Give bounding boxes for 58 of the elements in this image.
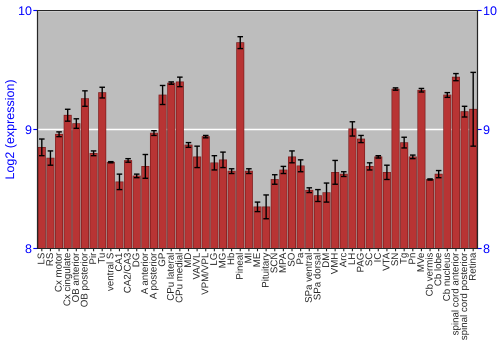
x-tick-label: PAG: [356, 253, 364, 272]
x-tick-label: SCN: [270, 253, 278, 273]
x-tick-label: SN: [391, 253, 398, 266]
x-tick-label: MVe: [417, 253, 424, 272]
x-tick-label: DG: [132, 253, 140, 266]
x-tick-label: Pineal: [236, 253, 243, 279]
x-tick-label: MG: [218, 253, 226, 268]
x-tick-label: Cb vermis: [426, 253, 433, 296]
x-tick-label: Pituitary: [262, 252, 271, 287]
x-tick-label: CA1: [115, 253, 122, 272]
y2-tick-label: 8: [484, 244, 490, 254]
x-tick-label: A anterior: [140, 252, 148, 294]
y2-tick-label: 9: [484, 125, 490, 134]
x-tick-label: IC: [374, 253, 381, 262]
x-tick-label: Pa: [296, 252, 304, 264]
x-tick-label: A posterior: [149, 252, 158, 300]
x-tick-label: OB posterior: [80, 252, 90, 307]
x-tick-label: Cx cingulate: [63, 253, 72, 306]
x-tick-label: VPM/VPL: [201, 252, 208, 295]
x-tick-label: SPa dorsal: [313, 253, 320, 300]
x-tick-label: Pn: [408, 253, 416, 264]
x-tick-label: Pir: [89, 252, 96, 264]
x-tick-label: LH: [348, 253, 355, 264]
y-tick-label: 10: [18, 6, 32, 16]
x-tick-label: ventral S: [106, 253, 114, 291]
x-tick-label: VMH: [330, 253, 338, 274]
x-tick-label: Cb lobe: [434, 253, 442, 286]
x-tick-label: SPa ventral: [304, 253, 312, 302]
x-tick-label: spinal cord anterior: [451, 252, 460, 336]
x-tick-label: VTA: [382, 252, 390, 271]
x-tick-label: CA2/CA3: [124, 253, 131, 293]
y-tick-label: 8: [26, 244, 32, 254]
x-tick-label: MPA: [279, 252, 286, 272]
x-tick-label: CPu lateral: [166, 253, 174, 300]
x-tick-label: VA/VL: [192, 252, 200, 280]
x-tick-label: Tu: [98, 253, 105, 264]
x-tick-label: ME: [253, 253, 260, 266]
y-tick-label: 9: [26, 125, 32, 134]
y-axis-title: Log2 (expression): [5, 80, 17, 178]
x-tick-label: MD: [184, 253, 191, 267]
x-tick-label: LS: [38, 253, 44, 264]
x-tick-label: Arc: [340, 252, 346, 268]
x-tick-label: MI: [244, 254, 252, 263]
x-tick-label: spinal cord posterior: [460, 252, 470, 340]
x-tick-label: Cx motor: [54, 252, 62, 292]
x-tick-label: DM: [322, 253, 330, 267]
x-tick-label: Cb nucleus: [442, 253, 450, 301]
x-tick-label: Hb: [227, 253, 234, 264]
x-tick-label: Retina: [468, 252, 476, 280]
x-tick-label: RS: [46, 253, 54, 266]
x-tick-label: SO: [288, 253, 295, 266]
x-tick-label: Tg: [400, 253, 409, 264]
x-tick-label: GP: [158, 253, 166, 266]
x-tick-label: LG: [210, 253, 217, 265]
x-tick-label: CPu medial: [175, 253, 182, 302]
x-tick-label: OB anterior: [72, 252, 79, 302]
y2-tick-label: 10: [484, 6, 496, 16]
x-tick-label: SC: [365, 253, 372, 266]
